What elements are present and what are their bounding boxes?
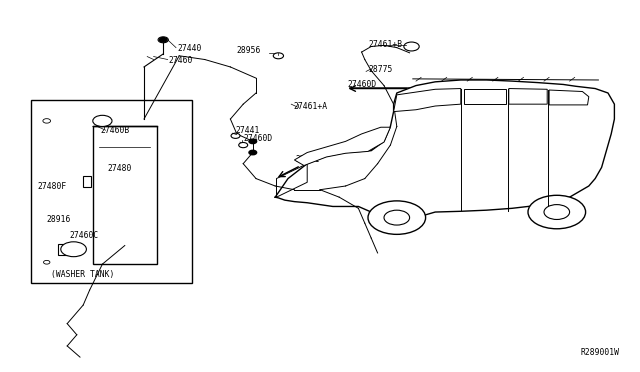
Text: 28956: 28956 xyxy=(237,46,261,55)
Polygon shape xyxy=(509,89,547,104)
Text: 27460D: 27460D xyxy=(348,80,377,89)
Text: 27460C: 27460C xyxy=(69,231,99,240)
Circle shape xyxy=(44,260,50,264)
Text: 27461: 27461 xyxy=(296,155,320,164)
Text: 27460: 27460 xyxy=(168,56,193,65)
Circle shape xyxy=(544,205,570,219)
Circle shape xyxy=(239,142,248,148)
Bar xyxy=(93,126,157,264)
Bar xyxy=(31,100,192,283)
Text: 27461+A: 27461+A xyxy=(293,102,327,111)
Text: 27460D: 27460D xyxy=(244,134,273,143)
Polygon shape xyxy=(394,89,461,112)
Circle shape xyxy=(158,37,168,43)
Text: 28916: 28916 xyxy=(46,215,70,224)
Text: 27440: 27440 xyxy=(178,44,202,53)
Circle shape xyxy=(93,115,112,126)
Polygon shape xyxy=(464,89,506,104)
Circle shape xyxy=(368,201,426,234)
Circle shape xyxy=(43,119,51,123)
Text: 27441: 27441 xyxy=(236,126,260,135)
Bar xyxy=(58,244,80,255)
Text: 27480F: 27480F xyxy=(37,182,67,191)
Circle shape xyxy=(159,38,167,42)
Circle shape xyxy=(384,210,410,225)
Bar xyxy=(83,176,91,187)
Polygon shape xyxy=(294,127,390,166)
Text: 27461+B: 27461+B xyxy=(368,40,402,49)
Text: R289001W: R289001W xyxy=(580,348,620,357)
Circle shape xyxy=(249,150,257,155)
Text: 27460B: 27460B xyxy=(100,126,130,135)
Text: 28775: 28775 xyxy=(369,65,393,74)
Circle shape xyxy=(404,42,419,51)
Circle shape xyxy=(528,195,586,229)
Circle shape xyxy=(249,139,257,144)
Text: (WASHER TANK): (WASHER TANK) xyxy=(51,270,115,279)
Circle shape xyxy=(273,53,284,59)
Circle shape xyxy=(61,242,86,257)
Text: 27480: 27480 xyxy=(108,164,132,173)
Circle shape xyxy=(231,133,240,138)
Polygon shape xyxy=(549,90,589,105)
